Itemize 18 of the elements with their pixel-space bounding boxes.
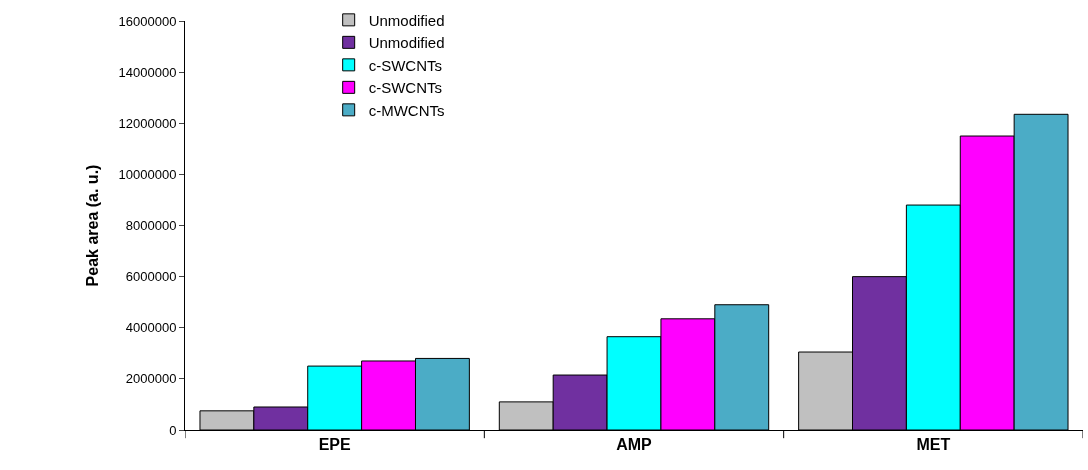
y-axis-title: Peak area (a. u.) — [84, 164, 102, 287]
y-tick-label: 4000000 — [125, 320, 177, 336]
legend-label: c-MWCNTs — [368, 101, 445, 119]
y-tick-label: 10000000 — [118, 166, 177, 182]
legend-label: c-SWCNTs — [368, 56, 443, 74]
y-tick-label: 0 — [169, 422, 177, 438]
y-tick-label: 16000000 — [118, 13, 177, 29]
y-tick-label: 8000000 — [125, 218, 177, 234]
legend-label: Unmodified — [368, 11, 445, 29]
x-tick-label: AMP — [616, 436, 653, 454]
y-tick-label: 14000000 — [118, 64, 177, 80]
x-tick-label: EPE — [318, 436, 352, 454]
y-tick-label: 12000000 — [118, 115, 177, 131]
y-tick-label: 6000000 — [125, 269, 177, 285]
x-tick-label: MET — [916, 436, 951, 454]
y-tick-label: 2000000 — [125, 371, 177, 387]
legend-label: c-SWCNTs — [368, 79, 443, 97]
legend-label: Unmodified — [368, 34, 445, 52]
